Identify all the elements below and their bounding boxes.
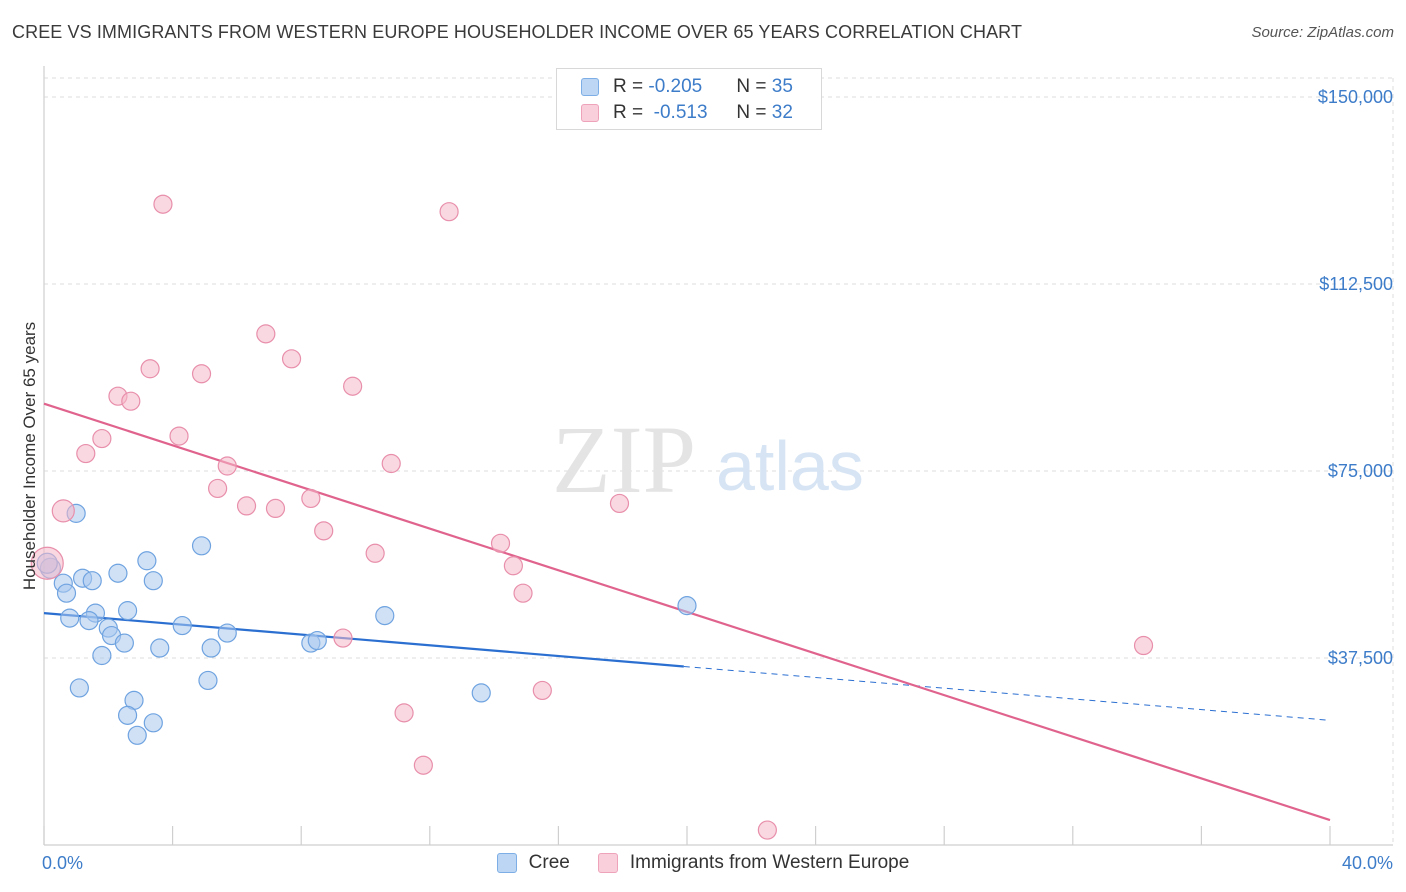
cree-point — [307, 630, 327, 651]
immigrants-point — [153, 194, 173, 214]
immigrants-point — [532, 680, 552, 701]
trend-line-extension-cree — [683, 665, 1331, 721]
correlation-legend: R = -0.205 N = 35 R = -0.513 N = 32 — [556, 68, 822, 130]
cree-point — [375, 606, 395, 626]
y-axis-label: Householder Income Over 65 years — [20, 322, 39, 590]
immigrants-point — [365, 543, 385, 563]
cree-point — [56, 583, 77, 603]
watermark: ZIP atlas — [552, 406, 864, 513]
legend-label-cree: Cree — [528, 852, 570, 873]
cree-point — [117, 705, 138, 725]
immigrants-point — [439, 202, 459, 222]
series-legend: Cree Immigrants from Western Europe — [0, 852, 1406, 874]
legend-swatch-immigrants — [581, 104, 599, 122]
immigrants-point — [413, 755, 433, 775]
cree-point — [114, 633, 134, 653]
cree-point — [60, 608, 80, 628]
cree-point — [82, 571, 102, 591]
legend-r-value: -0.205 — [648, 76, 703, 97]
legend-label-immigrants: Immigrants from Western Europe — [629, 852, 910, 873]
legend-swatch-cree — [581, 78, 599, 96]
immigrants-point — [92, 428, 112, 449]
legend-n-label: N = — [736, 102, 772, 123]
immigrants-point — [757, 820, 777, 840]
legend-n-value: 32 — [771, 102, 793, 123]
cree-point — [143, 571, 163, 591]
immigrants-point — [394, 703, 414, 723]
y-tick-label: $150,000 — [1318, 87, 1393, 107]
axis-layer — [43, 66, 1393, 846]
legend-n-label: N = — [736, 76, 772, 97]
y-tick-label: $112,500 — [1319, 274, 1393, 294]
legend-item-immigrants: Immigrants from Western Europe — [597, 852, 910, 874]
y-tick-label: $37,500 — [1328, 648, 1393, 668]
legend-swatch-immigrants — [597, 853, 618, 873]
cree-point — [69, 678, 89, 698]
immigrants-point — [217, 456, 237, 476]
immigrants-point — [30, 546, 64, 580]
cree-point — [471, 683, 491, 703]
cree-point — [79, 610, 99, 631]
watermark-atlas: atlas — [716, 427, 864, 505]
tick-layer: $150,000 $112,500 $75,000 $37,500 — [1318, 87, 1393, 668]
immigrants-point — [314, 521, 334, 541]
immigrants-point — [265, 498, 286, 518]
legend-row-immigrants: R = -0.513 N = 32 — [581, 101, 793, 125]
legend-n-value: 35 — [771, 76, 793, 97]
immigrants-point — [208, 478, 228, 499]
legend-r-label: R = — [613, 102, 649, 123]
immigrants-point — [513, 583, 533, 603]
cree-point — [150, 638, 170, 658]
cree-point — [143, 713, 163, 733]
immigrants-point — [490, 533, 511, 553]
immigrants-point — [121, 391, 141, 411]
cree-point — [191, 536, 212, 556]
immigrants-point — [1133, 635, 1154, 656]
x-tick-label-max: 40.0% — [1342, 853, 1393, 873]
legend-r-value: -0.513 — [648, 102, 708, 123]
points-layer — [30, 194, 1154, 840]
trend-line-cree — [43, 612, 684, 668]
immigrants-point — [301, 488, 321, 509]
cree-point — [172, 615, 192, 636]
cree-point — [217, 623, 237, 643]
x-tick-label-min: 0.0% — [42, 853, 83, 873]
cree-point — [92, 645, 112, 666]
cree-point — [127, 725, 147, 745]
immigrants-point — [343, 376, 363, 396]
legend-item-cree: Cree — [496, 852, 570, 874]
immigrants-point — [140, 359, 160, 379]
y-tick-label: $75,000 — [1328, 461, 1393, 481]
immigrants-point — [169, 426, 189, 446]
cree-point — [117, 601, 138, 621]
immigrants-point — [256, 324, 276, 344]
legend-swatch-cree — [496, 853, 517, 873]
cree-point — [108, 563, 128, 583]
legend-row-cree: R = -0.205 N = 35 — [581, 75, 793, 99]
cree-point — [137, 551, 157, 571]
cree-point — [198, 670, 218, 691]
immigrants-point — [191, 364, 212, 384]
immigrants-point — [76, 443, 96, 464]
chart-title: CREE VS IMMIGRANTS FROM WESTERN EUROPE H… — [12, 22, 1023, 42]
immigrants-point — [281, 349, 302, 369]
immigrants-point — [609, 493, 630, 514]
immigrants-point — [236, 496, 257, 516]
source-label: Source: ZipAtlas.com — [1251, 24, 1394, 41]
immigrants-point — [51, 499, 75, 523]
immigrants-point — [503, 556, 523, 576]
cree-point — [677, 596, 697, 616]
cree-point — [201, 638, 221, 658]
legend-r-label: R = — [613, 76, 649, 97]
immigrants-point — [333, 628, 353, 648]
immigrants-point — [381, 453, 401, 474]
